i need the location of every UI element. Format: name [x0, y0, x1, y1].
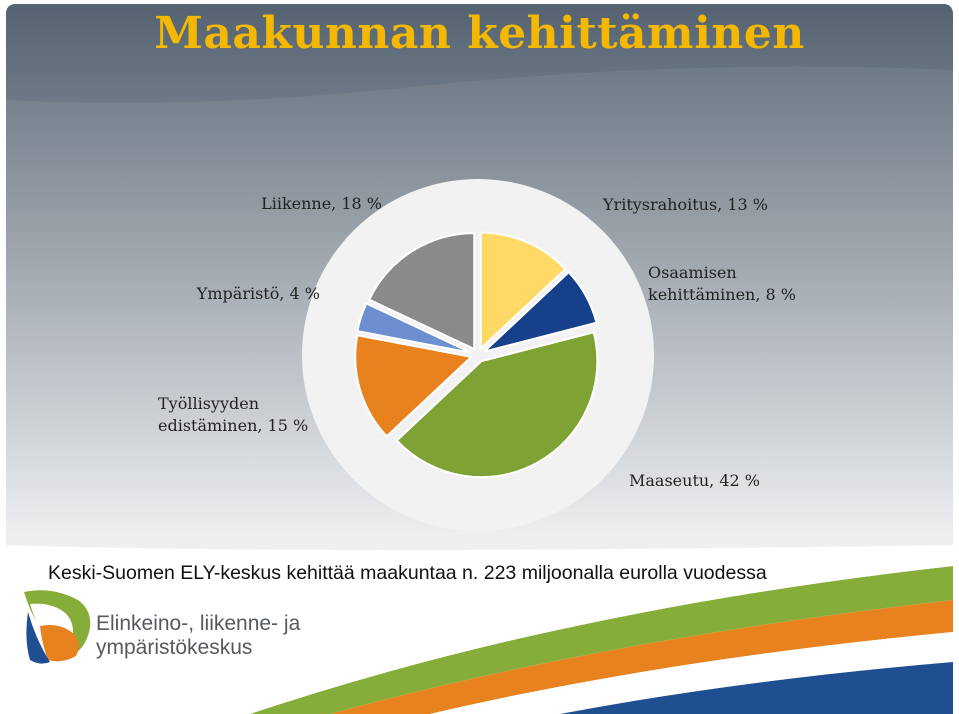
pie-slice-2 — [395, 331, 599, 479]
pie-label-line: Yritysrahoitus, 13 % — [602, 195, 768, 214]
pie-chart — [354, 231, 599, 479]
pie-slice-0 — [479, 231, 567, 351]
pie-label-2: Maaseutu, 42 % — [629, 471, 760, 490]
pie-slice-1 — [483, 270, 598, 353]
pie-label-line: Maaseutu, 42 % — [629, 471, 760, 490]
orange-stripe — [330, 600, 953, 714]
pie-label-1: Osaamisen kehittäminen, 8 % — [648, 263, 796, 304]
slide-caption: Keski-Suomen ELY-keskus kehittää maakunt… — [48, 562, 767, 584]
logo-text: Elinkeino-, liikenne- ja ympäristökeskus — [96, 612, 300, 660]
pie-label-line: Liikenne, 18 % — [261, 194, 382, 213]
pie-backdrop — [302, 179, 654, 531]
pie-label-line: kehittäminen, 8 % — [648, 285, 796, 304]
pie-label-3: Työllisyyden edistäminen, 15 % — [158, 394, 308, 435]
pie-label-line: edistäminen, 15 % — [158, 416, 308, 435]
slide-title: Maakunnan kehittäminen — [154, 8, 805, 59]
blue-stripe — [560, 662, 953, 714]
logo-text-line1: Elinkeino-, liikenne- ja — [96, 612, 301, 635]
pie-label-0: Yritysrahoitus, 13 % — [602, 195, 768, 214]
pie-slice-3 — [354, 334, 474, 438]
pie-label-4: Ympäristö, 4 % — [196, 284, 320, 303]
pie-label-5: Liikenne, 18 % — [261, 194, 382, 213]
logo-text-line2: ympäristökeskus — [96, 636, 253, 659]
pie-label-line: Osaamisen — [648, 263, 737, 282]
pie-label-line: Työllisyyden — [158, 394, 259, 413]
ely-logo-icon — [24, 590, 91, 664]
pie-slice-4 — [356, 302, 472, 354]
pie-slice-5 — [367, 232, 476, 351]
green-stripe — [250, 566, 953, 714]
pie-label-line: Ympäristö, 4 % — [196, 284, 320, 303]
pie-labels: Yritysrahoitus, 13 % Osaamisen kehittämine… — [158, 194, 796, 490]
